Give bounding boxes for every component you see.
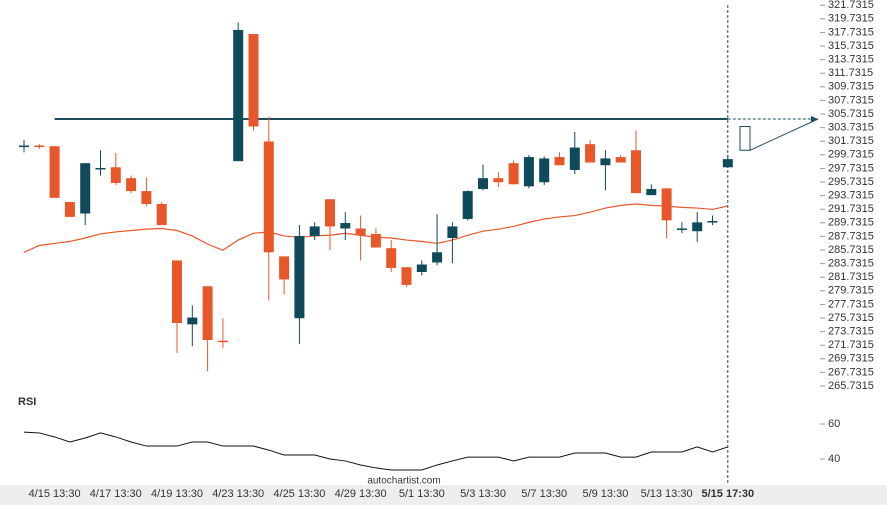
x-tick-label: 5/15 17:30: [701, 488, 754, 500]
candle-body: [508, 163, 519, 185]
candle-body: [478, 178, 488, 190]
y-tick-label: 275.7315: [828, 312, 874, 324]
footer: autochartist.com: [367, 476, 440, 487]
candle-body: [34, 145, 45, 148]
candle-body: [722, 159, 733, 168]
y-tick-label: 285.7315: [828, 244, 874, 256]
y-tick-label: 289.7315: [828, 217, 874, 229]
candle-body: [340, 223, 351, 229]
y-tick-label: 267.7315: [828, 366, 874, 378]
x-tick-label: 4/17 13:30: [90, 488, 142, 500]
candle-body: [493, 178, 504, 183]
y-tick-label: 317.7315: [828, 26, 874, 38]
candle-body: [462, 191, 473, 219]
candle-body: [401, 267, 412, 285]
y-tick-label: 319.7315: [828, 13, 874, 25]
candle-body: [95, 167, 106, 170]
candle-body: [355, 228, 366, 236]
candle-body: [126, 178, 137, 192]
y-tick-label: 309.7315: [828, 81, 874, 93]
candle-body: [309, 226, 320, 236]
candle-body: [217, 340, 228, 343]
y-tick-label: 60: [828, 418, 840, 430]
candle-body: [707, 221, 718, 223]
y-tick-label: 281.7315: [828, 271, 874, 283]
y-tick-label: 303.7315: [828, 122, 874, 134]
y-tick-label: 299.7315: [828, 149, 874, 161]
candle-body: [110, 167, 121, 183]
candle-body: [263, 141, 274, 253]
y-tick-label: 297.7315: [828, 162, 874, 174]
y-tick-label: 311.7315: [828, 67, 873, 79]
candle-body: [631, 150, 641, 194]
candle-body: [19, 145, 29, 148]
candle-body: [279, 256, 290, 280]
y-tick-label: 279.7315: [828, 285, 874, 297]
rsi-title: RSI: [18, 396, 36, 408]
y-tick-label: 273.7315: [828, 326, 874, 338]
candle-body: [416, 264, 427, 272]
y-tick-label: 287.7315: [828, 230, 874, 242]
arrow-head: [811, 116, 818, 122]
rsi-line: [23, 431, 728, 471]
x-axis-band: [0, 485, 887, 505]
y-tick-label: 265.7315: [828, 380, 874, 392]
y-tick-label: 293.7315: [828, 190, 874, 202]
candle-body: [432, 252, 443, 263]
candle-body: [386, 248, 397, 268]
candle-body: [523, 157, 534, 187]
candle-body: [141, 191, 152, 204]
candle-body: [202, 286, 213, 340]
x-tick-label: 4/25 13:30: [273, 488, 325, 500]
candle-body: [676, 228, 687, 230]
candle-body: [187, 317, 198, 325]
y-tick-label: 277.7315: [828, 298, 874, 310]
candle-body: [49, 146, 60, 198]
candle-body: [692, 222, 703, 232]
candle-body: [156, 204, 167, 226]
forecast-box: [739, 125, 751, 151]
y-tick-label: 305.7315: [828, 108, 874, 120]
candle-body: [447, 226, 458, 238]
candle-body: [569, 147, 580, 170]
y-tick-label: 321.7315: [828, 0, 874, 11]
x-tick-label: 4/23 13:30: [212, 488, 264, 500]
candle-body: [294, 235, 305, 319]
y-tick-label: 291.7315: [828, 203, 874, 215]
y-tick-label: 315.7315: [828, 40, 874, 52]
x-tick-label: 4/19 13:30: [151, 488, 203, 500]
x-tick-label: 4/29 13:30: [335, 488, 387, 500]
y-tick-label: 271.7315: [828, 339, 874, 351]
candle-body: [325, 199, 335, 227]
y-tick-label: 40: [828, 453, 840, 465]
candle-body: [554, 157, 565, 166]
candle-body: [233, 29, 244, 162]
x-tick-label: 4/15 13:30: [29, 488, 81, 500]
candle-body: [64, 201, 75, 217]
forecast-arrow: [749, 118, 819, 151]
y-tick-label: 301.7315: [828, 135, 874, 147]
candle-body: [539, 158, 550, 183]
candle-body: [370, 233, 381, 248]
candle-body: [172, 260, 182, 323]
candle-body: [585, 144, 596, 163]
y-tick-label: 283.7315: [828, 258, 874, 270]
candle-body: [646, 189, 657, 196]
y-tick-label: 269.7315: [828, 353, 874, 365]
candle-body: [80, 163, 91, 214]
x-tick-label: 5/9 13:30: [582, 488, 628, 500]
y-tick-label: 295.7315: [828, 176, 874, 188]
x-tick-label: 5/7 13:30: [521, 488, 567, 500]
y-tick-label: 313.7315: [828, 54, 874, 66]
y-tick-label: 307.7315: [828, 94, 874, 106]
candle-body: [661, 188, 672, 221]
candle-body: [615, 157, 626, 163]
x-tick-label: 5/13 13:30: [641, 488, 693, 500]
x-tick-label: 5/3 13:30: [460, 488, 506, 500]
candle-body: [248, 34, 259, 127]
candle-body: [600, 158, 611, 166]
x-tick-label: 5/1 13:30: [399, 488, 445, 500]
